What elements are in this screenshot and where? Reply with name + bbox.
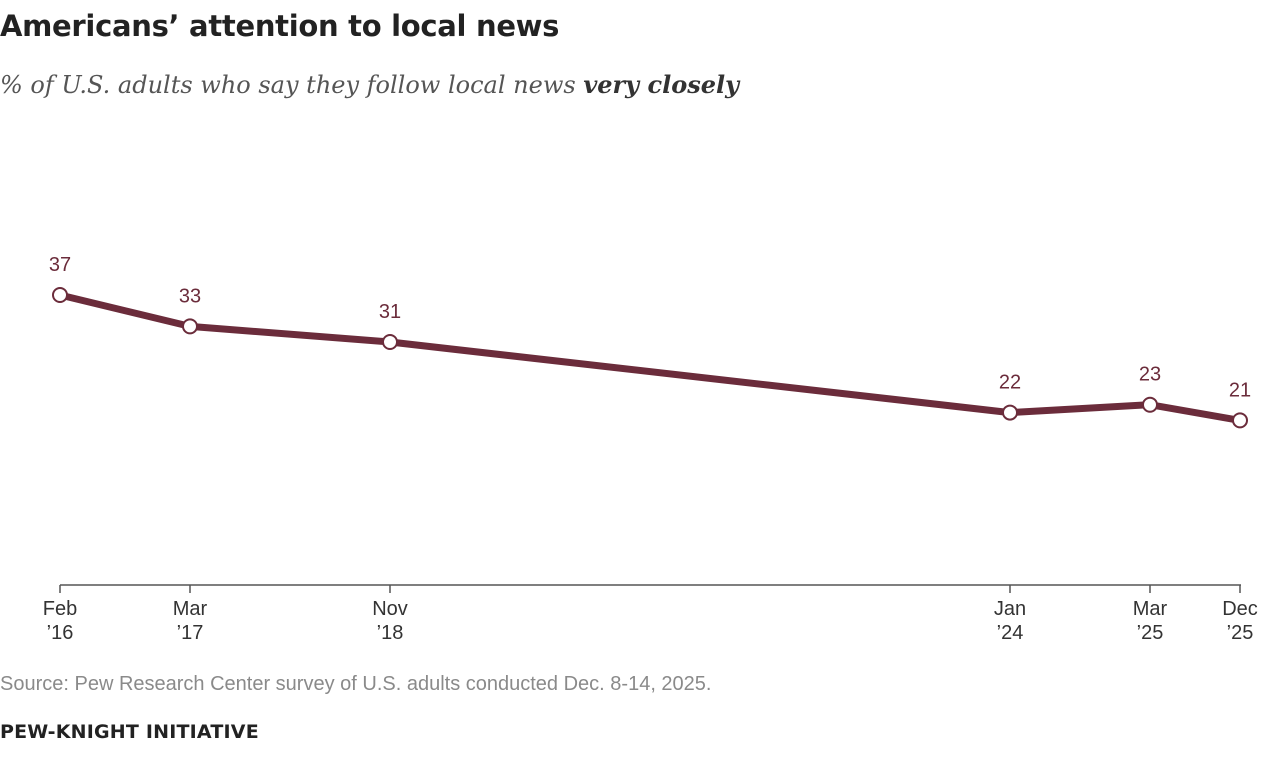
x-tick-label-month: Jan <box>994 598 1026 620</box>
x-tick-label-month: Nov <box>372 598 408 620</box>
x-tick-label-month: Feb <box>43 598 77 620</box>
data-label: 22 <box>999 372 1021 394</box>
data-label: 21 <box>1229 379 1251 401</box>
data-point-markers <box>52 287 1248 429</box>
data-label: 33 <box>179 285 201 307</box>
source-note: Source: Pew Research Center survey of U.… <box>0 673 712 695</box>
x-axis-ticks <box>59 585 1241 593</box>
data-point <box>382 334 398 351</box>
x-tick-label-year: ’25 <box>1137 622 1164 644</box>
x-tick-label-year: ’16 <box>47 622 74 644</box>
chart-title: Americans’ attention to local news <box>0 9 560 43</box>
x-tick-label-year: ’24 <box>997 622 1024 644</box>
data-point <box>1232 412 1248 429</box>
x-tick-label-year: ’17 <box>177 622 204 644</box>
x-tick-label-year: ’18 <box>377 622 404 644</box>
x-tick-label-month: Dec <box>1222 598 1258 620</box>
subtitle-emphasis: very closely <box>583 70 740 99</box>
x-tick-label-month: Mar <box>173 598 208 620</box>
data-label: 23 <box>1139 364 1161 386</box>
data-point <box>1002 404 1018 421</box>
data-point <box>52 287 68 303</box>
data-point <box>1142 396 1158 413</box>
brand-label: PEW-KNIGHT INITIATIVE <box>0 721 259 743</box>
data-point <box>182 318 198 335</box>
x-tick-label-year: ’25 <box>1227 622 1254 644</box>
series-line-local-news <box>56 291 1244 424</box>
data-label: 31 <box>379 301 401 323</box>
data-labels: 37 33 31 22 23 21 <box>49 254 1251 401</box>
data-label: 37 <box>49 254 71 276</box>
x-tick-label-month: Mar <box>1133 598 1168 620</box>
subtitle-text: % of U.S. adults who say they follow loc… <box>0 71 584 99</box>
chart-subtitle: % of U.S. adults who say they follow loc… <box>0 70 739 99</box>
